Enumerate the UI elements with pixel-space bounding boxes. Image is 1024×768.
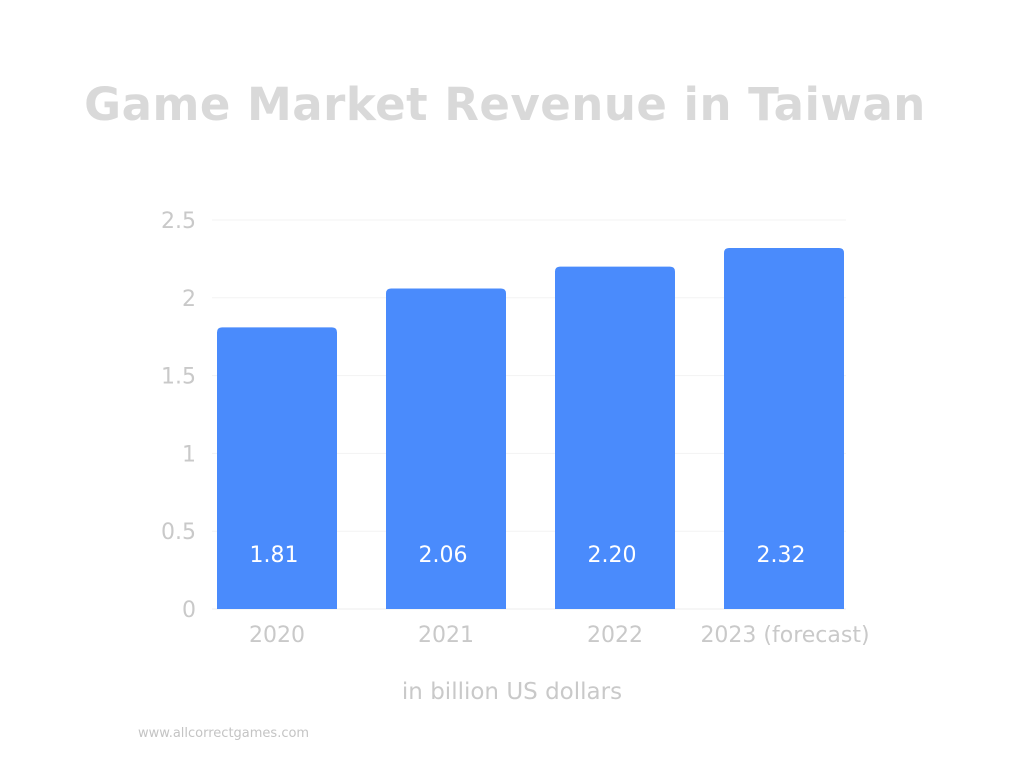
bar-2021 (386, 288, 506, 609)
x-category-label: 2022 (587, 623, 643, 648)
y-tick-label: 2 (182, 287, 196, 312)
y-tick-label: 2.5 (161, 209, 196, 234)
bar-2023-forecast (724, 248, 844, 609)
x-axis-unit-label: in billion US dollars (402, 679, 622, 705)
bar-2020 (217, 327, 337, 609)
x-category-label: 2023 (forecast) (700, 623, 869, 648)
y-tick-label: 1 (182, 442, 196, 467)
x-category-label: 2021 (418, 623, 474, 648)
data-labels: 1.81 2.06 2.20 2.32 (250, 543, 806, 568)
bar-value-label: 2.20 (588, 543, 637, 568)
source-watermark: www.allcorrectgames.com (138, 726, 310, 741)
y-tick-label: 0 (182, 598, 196, 623)
x-category-label: 2020 (249, 623, 305, 648)
bars (217, 248, 844, 609)
bar-value-label: 2.06 (419, 543, 468, 568)
chart-title: Game Market Revenue in Taiwan (84, 78, 926, 131)
bar-2022 (555, 266, 675, 609)
y-tick-label: 1.5 (161, 365, 196, 390)
x-axis-categories: 2020 2021 2022 2023 (forecast) (249, 623, 870, 648)
bar-value-label: 1.81 (250, 543, 299, 568)
y-tick-label: 0.5 (161, 520, 196, 545)
y-axis-ticks: 0 0.5 1 1.5 2 2.5 (161, 209, 196, 623)
bar-value-label: 2.32 (757, 543, 806, 568)
